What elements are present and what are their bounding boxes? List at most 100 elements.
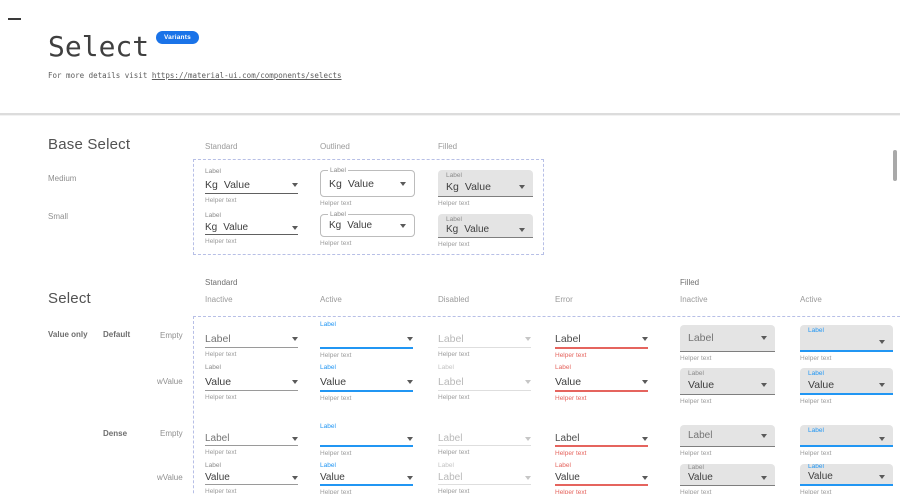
select-standard-active-empty[interactable]: Label Helper text xyxy=(320,321,413,359)
select-filled-inactive-with-value-dense[interactable]: Label Value Helper text xyxy=(680,464,775,494)
select-filled-box[interactable]: Label Value xyxy=(800,368,893,395)
select-value-row[interactable]: Value xyxy=(808,471,885,482)
select-standard-inactive-with-value-dense[interactable]: Label Value Helper text xyxy=(205,462,298,494)
select-value-row[interactable]: Label xyxy=(205,432,298,446)
select-value-row[interactable]: Value xyxy=(555,373,648,392)
select-floating-label: Label xyxy=(555,462,571,469)
select-filled-box[interactable]: Label Value xyxy=(680,368,775,395)
select-standard-base-medium[interactable]: Label Kg Value Helper text xyxy=(205,168,298,204)
select-value-row[interactable]: Value xyxy=(688,378,767,392)
select-value-row[interactable]: Label xyxy=(688,330,767,347)
select-standard-error-with-value[interactable]: Label Value Helper text xyxy=(555,364,648,402)
select-standard-error-empty[interactable]: Label Helper text xyxy=(555,321,648,359)
select-helper-text: Helper text xyxy=(680,489,712,494)
docs-link[interactable]: https://material-ui.com/components/selec… xyxy=(151,71,342,80)
select-filled-box[interactable]: Label Kg Value xyxy=(438,214,533,238)
select-standard-active-empty-dense[interactable]: Label Helper text xyxy=(320,423,413,457)
select-floating-label: Label xyxy=(320,423,336,430)
select-value-row[interactable]: Value xyxy=(320,373,413,392)
select-filled-box[interactable]: Label xyxy=(800,425,893,447)
select-filled-box[interactable]: Label Value xyxy=(680,464,775,486)
select-standard-error-with-value-dense[interactable]: Label Value Helper text xyxy=(555,462,648,494)
select-value: Value xyxy=(808,471,833,482)
row-label-medium: Medium xyxy=(48,174,77,183)
select-value-row[interactable]: Value xyxy=(205,471,298,485)
select-floating-label: Label xyxy=(446,216,462,223)
select-value-row[interactable]: Kg Value xyxy=(321,171,414,196)
select-value-row[interactable]: Value xyxy=(808,378,885,391)
select-value-row[interactable]: Kg Value xyxy=(321,215,414,236)
select-filled-box[interactable]: Label xyxy=(800,325,893,352)
select-filled-active-with-value[interactable]: Label Value Helper text xyxy=(800,368,893,405)
select-value-row[interactable]: Label xyxy=(205,330,298,348)
select-filled-inactive-with-value[interactable]: Label Value Helper text xyxy=(680,368,775,405)
scrollbar-thumb[interactable] xyxy=(893,150,897,181)
state-header-filled-inactive: Inactive xyxy=(680,295,708,304)
select-filled-box[interactable]: Label xyxy=(680,425,775,447)
select-floating-label: Label xyxy=(205,364,221,371)
select-standard-disabled-with-value[interactable]: Label Label Helper text xyxy=(438,364,531,401)
select-standard-base-small[interactable]: Label Kg Value Helper text xyxy=(205,212,298,245)
dropdown-arrow-icon xyxy=(525,336,531,341)
select-helper-text: Helper text xyxy=(320,200,352,207)
select-outline-box[interactable]: Label Kg Value xyxy=(320,211,415,237)
select-filled-box[interactable]: Label Value xyxy=(800,464,893,486)
select-standard-disabled-with-value-dense[interactable]: Label Label Helper text xyxy=(438,462,531,494)
select-outlined-base-medium[interactable]: Label Kg Value Helper text xyxy=(320,167,415,207)
select-outlined-base-small[interactable]: Label Kg Value Helper text xyxy=(320,211,415,247)
select-filled-base-small[interactable]: Label Kg Value Helper text xyxy=(438,214,533,248)
select-value-row[interactable]: Label xyxy=(555,330,648,349)
select-value-row[interactable]: Kg Value xyxy=(205,177,298,194)
select-value-row[interactable]: Value xyxy=(555,471,648,486)
select-filled-box[interactable]: Label xyxy=(680,325,775,352)
dropdown-arrow-icon xyxy=(519,227,525,232)
select-outline-box[interactable]: Label Kg Value xyxy=(320,167,415,197)
select-value-row[interactable]: Label xyxy=(688,429,767,442)
select-filled-inactive-empty-dense[interactable]: Label Helper text xyxy=(680,425,775,457)
select-value-row[interactable] xyxy=(808,335,885,348)
select-standard-disabled-empty[interactable]: Label Helper text xyxy=(438,321,531,358)
select-value-row[interactable]: Label xyxy=(438,330,531,348)
select-standard-active-with-value-dense[interactable]: Label Value Helper text xyxy=(320,462,413,494)
select-value-row[interactable] xyxy=(320,330,413,349)
select-standard-inactive-empty-dense[interactable]: Label Helper text xyxy=(205,423,298,456)
select-value: Label xyxy=(438,472,463,483)
variants-badge[interactable]: Variants xyxy=(156,31,199,44)
select-filled-active-with-value-dense[interactable]: Label Value Helper text xyxy=(800,464,893,494)
select-standard-inactive-with-value[interactable]: Label Value Helper text xyxy=(205,364,298,401)
select-filled-active-empty[interactable]: Label Helper text xyxy=(800,325,893,362)
select-filled-active-empty-dense[interactable]: Label Helper text xyxy=(800,425,893,457)
select-value-row[interactable] xyxy=(808,435,885,443)
select-value-row[interactable]: Value xyxy=(688,472,767,483)
select-filled-inactive-empty[interactable]: Label Helper text xyxy=(680,325,775,362)
select-value-row[interactable]: Label xyxy=(438,432,531,446)
select-floating-label: Label xyxy=(808,327,824,334)
state-header-std-disabled: Disabled xyxy=(438,295,470,304)
select-standard-disabled-empty-dense[interactable]: Label Helper text xyxy=(438,423,531,456)
select-floating-label xyxy=(438,423,531,432)
select-value-row[interactable]: Value xyxy=(205,373,298,391)
select-filled-base-medium[interactable]: Label Kg Value Helper text xyxy=(438,170,533,207)
dropdown-arrow-icon xyxy=(879,474,885,479)
select-value-row[interactable]: Label xyxy=(438,471,531,485)
state-header-std-active: Active xyxy=(320,295,342,304)
select-value-row[interactable]: Kg Value xyxy=(205,221,298,235)
select-helper-text: Helper text xyxy=(320,450,352,457)
select-value-row[interactable]: Value xyxy=(320,471,413,486)
select-floating-label: Label xyxy=(320,321,336,328)
select-helper-text: Helper text xyxy=(205,488,237,494)
select-value-row[interactable]: Kg Value xyxy=(446,180,525,194)
select-helper-text: Helper text xyxy=(205,394,237,401)
select-standard-error-empty-dense[interactable]: Label Helper text xyxy=(555,423,648,457)
row-group-value-only: Value only xyxy=(48,330,88,339)
select-filled-box[interactable]: Label Kg Value xyxy=(438,170,533,197)
select-value: Value xyxy=(808,378,835,391)
subtitle: For more details visit https://material-… xyxy=(48,71,342,80)
select-standard-active-with-value[interactable]: Label Value Helper text xyxy=(320,364,413,402)
select-value-row[interactable]: Label xyxy=(438,373,531,391)
select-value-row[interactable]: Kg Value xyxy=(446,224,525,235)
select-value-row[interactable] xyxy=(320,432,413,447)
select-adornment: Kg xyxy=(446,181,459,193)
select-value-row[interactable]: Label xyxy=(555,432,648,447)
select-standard-inactive-empty[interactable]: Label Helper text xyxy=(205,321,298,358)
